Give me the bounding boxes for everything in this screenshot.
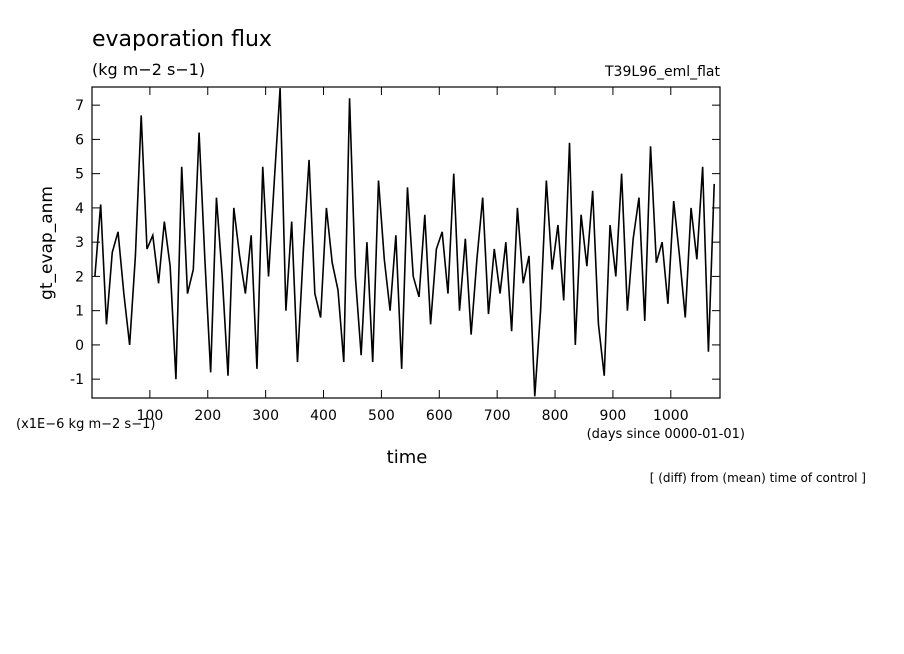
y-tick-label: 2 <box>75 269 84 285</box>
y-unit-label: (x1E−6 kg m−2 s−1) <box>16 417 155 432</box>
subtitle: (kg m−2 s−1) <box>92 60 205 79</box>
y-tick-label: 7 <box>75 98 84 114</box>
x-axis-label: time <box>387 447 428 468</box>
x-tick-label: 500 <box>368 408 395 424</box>
y-axis-label: gt_evap_anm <box>37 186 57 300</box>
x-tick-label: 700 <box>484 408 511 424</box>
y-tick-label: -1 <box>70 372 84 388</box>
x-tick-label: 800 <box>542 408 569 424</box>
y-tick-label: 5 <box>75 167 84 183</box>
data-line <box>94 87 716 397</box>
x-tick-label: 300 <box>252 408 279 424</box>
y-tick-label: 4 <box>75 201 84 217</box>
x-tick-label: 400 <box>310 408 337 424</box>
run-label: T39L96_eml_flat <box>604 64 721 80</box>
y-tick-label: 0 <box>75 338 84 354</box>
x-tick-label: 900 <box>600 408 627 424</box>
x-tick-label: 100 <box>137 408 164 424</box>
y-tick-label: 1 <box>75 304 84 320</box>
x-tick-label: 1000 <box>653 408 689 424</box>
x-tick-label: 600 <box>426 408 453 424</box>
note: [ (diff) from (mean) time of control ] <box>650 471 866 485</box>
x-unit-label: (days since 0000-01-01) <box>587 427 745 442</box>
chart-title: evaporation flux <box>92 27 272 52</box>
y-tick-label: 6 <box>75 132 84 148</box>
x-tick-label: 200 <box>194 408 221 424</box>
y-tick-label: 3 <box>75 235 84 251</box>
